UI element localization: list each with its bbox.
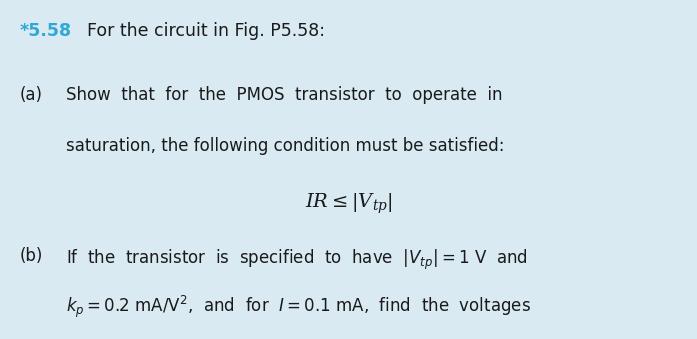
- Text: (b): (b): [20, 247, 43, 265]
- Text: *5.58: *5.58: [20, 22, 72, 40]
- Text: If  the  transistor  is  specified  to  have  $|V_{tp}| = 1$ V  and: If the transistor is specified to have $…: [66, 247, 528, 272]
- Text: $V_{SD}$ and $V_{SG}$ for $R = 0$, 10 k$\Omega$, 30 k$\Omega$, and 100 k$\Omega$: $V_{SD}$ and $V_{SG}$ for $R = 0$, 10 k$…: [66, 337, 471, 339]
- Text: $IR \leq |V_{tp}|$: $IR \leq |V_{tp}|$: [305, 192, 392, 216]
- Text: For the circuit in Fig. P5.58:: For the circuit in Fig. P5.58:: [87, 22, 325, 40]
- Text: (a): (a): [20, 86, 43, 104]
- Text: saturation, the following condition must be satisfied:: saturation, the following condition must…: [66, 137, 505, 155]
- Text: $k_p = 0.2$ mA/V$^2$,  and  for  $I = 0.1$ mA,  find  the  voltages: $k_p = 0.2$ mA/V$^2$, and for $I = 0.1$ …: [66, 293, 531, 320]
- Text: Show  that  for  the  PMOS  transistor  to  operate  in: Show that for the PMOS transistor to ope…: [66, 86, 503, 104]
